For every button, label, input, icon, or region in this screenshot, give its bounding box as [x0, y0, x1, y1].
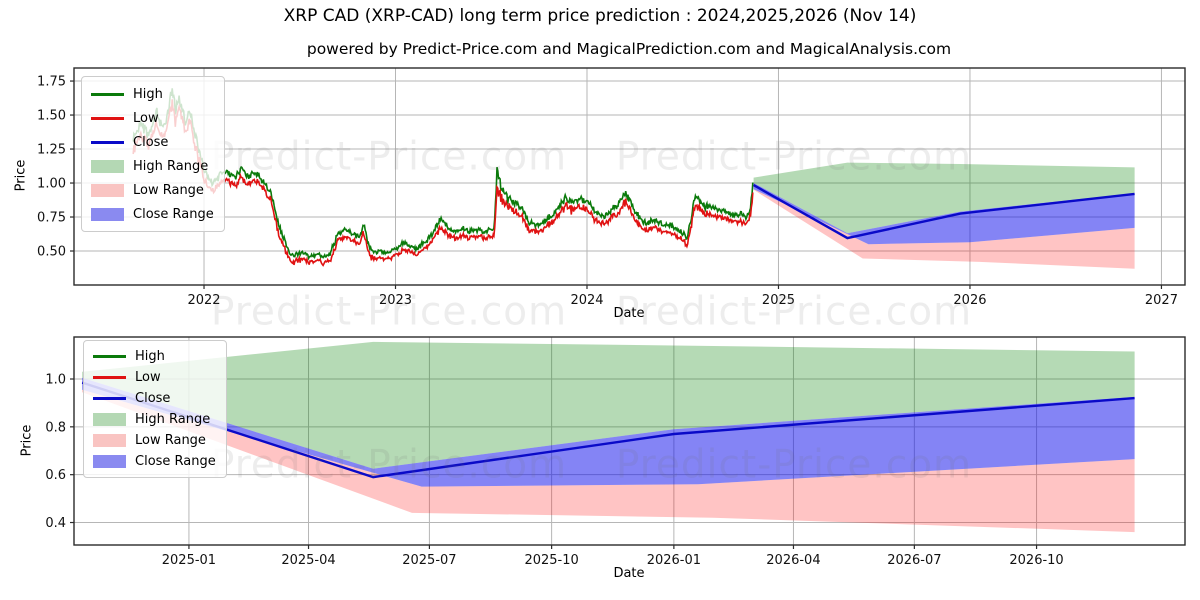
low-range-swatch: [91, 183, 124, 197]
legend-item-close-range: Close Range: [93, 451, 216, 472]
x-tick-label: 2025-04: [281, 553, 335, 568]
x-tick-label: 2026-10: [1009, 553, 1063, 568]
plot-border: [73, 336, 1186, 546]
low-line-swatch: [93, 376, 126, 379]
figure-title: XRP CAD (XRP-CAD) long term price predic…: [283, 6, 917, 26]
bottom-chart-legend: High Low Close High Range Low Range Clos…: [83, 340, 227, 478]
y-tick-label: 1.00: [37, 177, 66, 192]
plot-border: [73, 67, 1186, 286]
x-tick-label: 2025-01: [162, 553, 216, 568]
grid-lines: [74, 68, 1185, 285]
x-tick-label: 2026-07: [887, 553, 941, 568]
y-tick-label: 0.4: [45, 516, 66, 531]
legend-label: Close: [135, 391, 171, 406]
y-tick-label: 1.25: [37, 143, 66, 158]
legend-label: High: [133, 86, 163, 102]
close-range-band: [753, 183, 1135, 245]
top-chart-legend: High Low Close High Range Low Range Clos…: [81, 76, 225, 232]
close-range-swatch: [91, 207, 124, 221]
x-tick-label: 2026-04: [766, 553, 820, 568]
top-chart-x-axis-label: Date: [613, 306, 645, 321]
legend-item-close-range: Close Range: [91, 202, 214, 226]
x-tick-label: 2025-07: [402, 553, 456, 568]
legend-label: Close: [133, 134, 169, 150]
top-chart-y-axis-label: Price: [13, 159, 29, 192]
legend-item-high-range: High Range: [91, 154, 214, 178]
x-tick-label: 2025-10: [524, 553, 578, 568]
high-line-swatch: [91, 92, 124, 96]
prediction-detail-chart: 2025-01 2025-04 2025-07 2025-10 2026-01 2026-…: [45, 336, 1186, 568]
high-line-swatch: [93, 355, 126, 358]
high-range-band: [753, 162, 1135, 234]
legend-label: High Range: [135, 412, 211, 427]
legend-label: Low: [133, 110, 159, 126]
x-tick-label: 2026-01: [647, 553, 701, 568]
x-tick-label: 2025: [762, 293, 795, 308]
figure-subtitle: powered by Predict-Price.com and Magical…: [306, 40, 952, 58]
close-prediction-line: [753, 184, 1135, 240]
low-range-band: [753, 189, 1135, 269]
low-line-swatch: [91, 116, 124, 120]
high-range-swatch: [91, 159, 124, 173]
long-term-history-and-prediction-chart: 2022 2023 2024 2025 2026 2027 0.50 0.75 1.00 1.25…: [37, 67, 1186, 308]
y-tick-label: 1.0: [45, 373, 66, 388]
close-prediction-line: [81, 381, 1135, 479]
y-tick-label: 0.6: [45, 468, 66, 483]
close-line-swatch: [93, 397, 126, 400]
legend-label: Close Range: [135, 454, 216, 469]
legend-label: High Range: [133, 158, 209, 174]
low-range-swatch: [93, 434, 126, 447]
legend-item-low: Low: [91, 106, 214, 130]
legend-item-low-range: Low Range: [93, 430, 216, 451]
legend-item-low: Low: [93, 367, 216, 388]
tick-labels: 2022 2023 2024 2025 2026 2027 0.50 0.75 1.00 1.25…: [37, 75, 1178, 308]
y-tick-label: 1.75: [37, 75, 66, 90]
high-history-line: [132, 88, 754, 261]
x-tick-label: 2024: [570, 293, 603, 308]
low-history-line: [132, 99, 754, 267]
legend-item-high: High: [93, 346, 216, 367]
close-range-swatch: [93, 455, 126, 468]
x-tick-label: 2026: [953, 293, 986, 308]
high-range-swatch: [93, 413, 126, 426]
legend-item-low-range: Low Range: [91, 178, 214, 202]
legend-label: Low Range: [133, 182, 204, 198]
legend-item-high-range: High Range: [93, 409, 216, 430]
legend-label: High: [135, 349, 165, 364]
y-tick-label: 0.8: [45, 420, 66, 435]
bottom-chart-x-axis-label: Date: [613, 566, 645, 581]
tick-labels: 2025-01 2025-04 2025-07 2025-10 2026-01 2026-…: [45, 373, 1063, 568]
legend-label: Low Range: [135, 433, 206, 448]
y-tick-label: 1.50: [37, 109, 66, 124]
legend-item-close: Close: [91, 130, 214, 154]
x-tick-label: 2027: [1145, 293, 1178, 308]
close-line-swatch: [91, 140, 124, 144]
close-range-band: [82, 377, 1135, 487]
legend-item-close: Close: [93, 388, 216, 409]
bottom-chart-y-axis-label: Price: [19, 424, 35, 457]
x-tick-label: 2022: [187, 293, 220, 308]
legend-item-high: High: [91, 82, 214, 106]
high-range-band: [82, 341, 1135, 469]
y-tick-label: 0.75: [37, 211, 66, 226]
low-range-band: [82, 389, 1135, 533]
x-tick-label: 2023: [379, 293, 412, 308]
legend-label: Close Range: [133, 206, 214, 222]
legend-label: Low: [135, 370, 161, 385]
y-tick-label: 0.50: [37, 245, 66, 260]
